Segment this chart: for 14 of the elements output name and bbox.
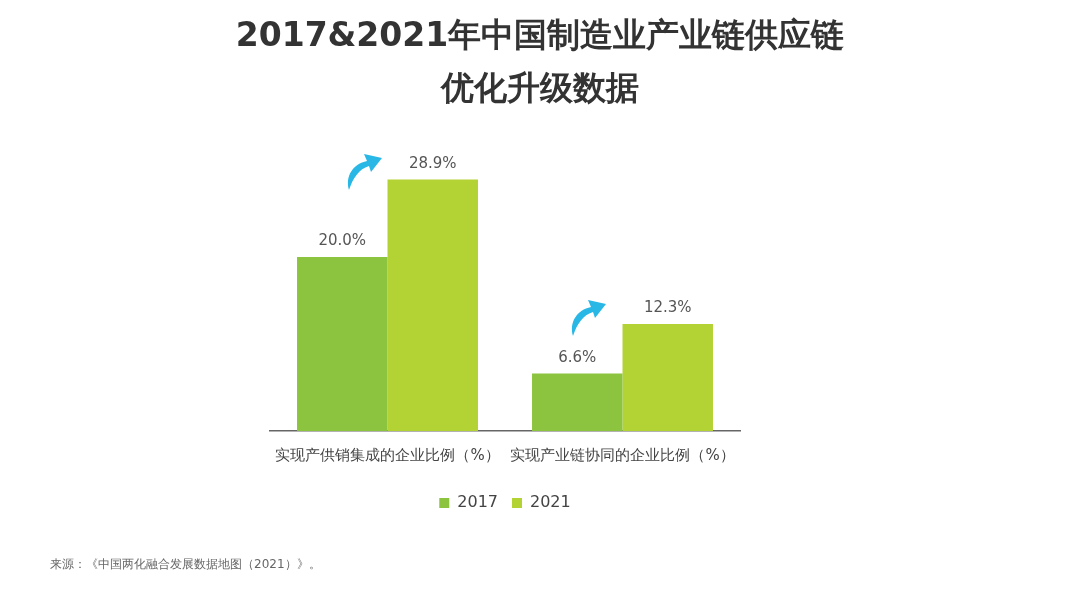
data-label: 6.6% <box>558 347 597 366</box>
x-tick-label: 实现产供销集成的企业比例（%） <box>275 445 500 464</box>
data-label: 12.3% <box>643 298 692 317</box>
x-tick-label: 实现产业链协同的企业比例（%） <box>510 445 735 464</box>
bar <box>532 373 623 431</box>
data-label: 20.0% <box>318 231 367 250</box>
source-note: 来源：《中国两化融合发展数据地图（2021）》。 <box>50 556 321 573</box>
bar <box>622 323 713 431</box>
bar <box>387 179 478 431</box>
bar <box>297 257 388 431</box>
legend-label: 2017 <box>457 492 498 512</box>
legend-label: 2021 <box>530 492 571 512</box>
chart-title: 2017&2021年中国制造业产业链供应链优化升级数据 <box>234 14 846 109</box>
data-label: 28.9% <box>408 153 457 172</box>
